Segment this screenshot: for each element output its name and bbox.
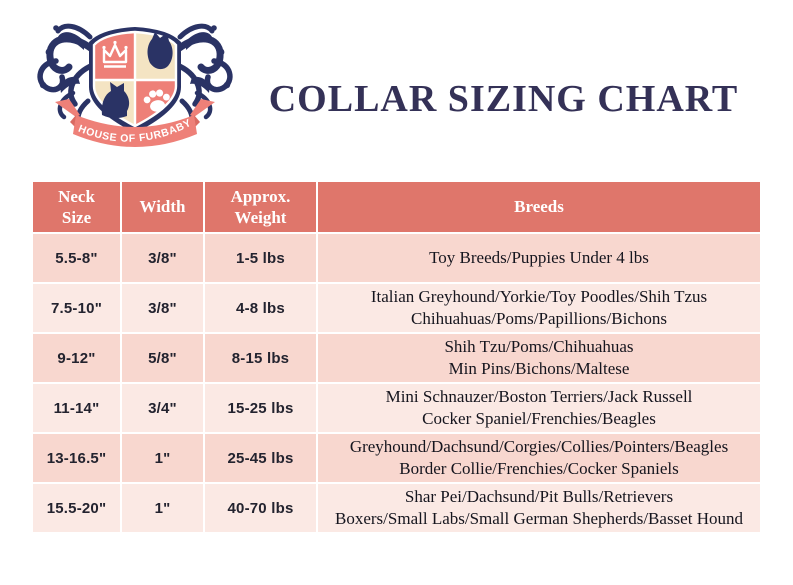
neck-size-cell: 5.5-8" <box>33 234 120 282</box>
crown-icon <box>102 40 128 68</box>
weight-cell: 1-5 lbs <box>205 234 316 282</box>
neck-size-cell: 9-12" <box>33 334 120 382</box>
weight-cell: 4-8 lbs <box>205 284 316 332</box>
header-neck-size: Neck Size <box>33 182 120 232</box>
neck-size-cell: 11-14" <box>33 384 120 432</box>
header-breeds: Breeds <box>318 182 760 232</box>
cat-icon <box>101 82 130 119</box>
weight-cell: 8-15 lbs <box>205 334 316 382</box>
width-cell: 1" <box>122 434 203 482</box>
page-title: COLLAR SIZING CHART <box>268 78 739 120</box>
table-row: 5.5-8" 3/8" 1-5 lbs Toy Breeds/Puppies U… <box>33 234 760 282</box>
neck-size-cell: 7.5-10" <box>33 284 120 332</box>
weight-cell: 25-45 lbs <box>205 434 316 482</box>
table-row: 11-14" 3/4" 15-25 lbs Mini Schnauzer/Bos… <box>33 384 760 432</box>
breeds-cell: Shar Pei/Dachsund/Pit Bulls/Retrievers B… <box>318 484 760 532</box>
weight-cell: 40-70 lbs <box>205 484 316 532</box>
collar-sizing-table: Neck Size Width Approx. Weight Breeds <box>31 180 762 534</box>
neck-size-cell: 15.5-20" <box>33 484 120 532</box>
header-approx-weight: Approx. Weight <box>205 182 316 232</box>
neck-size-cell: 13-16.5" <box>33 434 120 482</box>
table-row: 15.5-20" 1" 40-70 lbs Shar Pei/Dachsund/… <box>33 484 760 532</box>
width-cell: 1" <box>122 484 203 532</box>
breeds-cell: Italian Greyhound/Yorkie/Toy Poodles/Shi… <box>318 284 760 332</box>
breeds-cell: Mini Schnauzer/Boston Terriers/Jack Russ… <box>318 384 760 432</box>
paw-print-icon <box>143 89 170 112</box>
width-cell: 5/8" <box>122 334 203 382</box>
table-row: 9-12" 5/8" 8-15 lbs Shih Tzu/Poms/Chihua… <box>33 334 760 382</box>
flourish-ornament-left <box>37 23 96 132</box>
breeds-cell: Shih Tzu/Poms/Chihuahuas Min Pins/Bichon… <box>318 334 760 382</box>
weight-cell: 15-25 lbs <box>205 384 316 432</box>
table-header-row: Neck Size Width Approx. Weight Breeds <box>33 182 760 232</box>
crest-logo-graphic: HOUSE OF FURBABY <box>37 23 233 147</box>
breeds-cell: Toy Breeds/Puppies Under 4 lbs <box>318 234 760 282</box>
page-header: HOUSE OF FURBABY COLLAR SIZING CHART <box>0 0 793 176</box>
width-cell: 3/8" <box>122 284 203 332</box>
table-row: 7.5-10" 3/8" 4-8 lbs Italian Greyhound/Y… <box>33 284 760 332</box>
width-cell: 3/8" <box>122 234 203 282</box>
table-row: 13-16.5" 1" 25-45 lbs Greyhound/Dachsund… <box>33 434 760 482</box>
sizing-table-container: Neck Size Width Approx. Weight Breeds <box>31 180 762 534</box>
dog-head-icon <box>147 32 173 70</box>
header-width: Width <box>122 182 203 232</box>
flourish-ornament-right <box>174 23 233 132</box>
house-of-furbaby-logo: HOUSE OF FURBABY <box>26 3 244 169</box>
breeds-cell: Greyhound/Dachsund/Corgies/Collies/Point… <box>318 434 760 482</box>
width-cell: 3/4" <box>122 384 203 432</box>
